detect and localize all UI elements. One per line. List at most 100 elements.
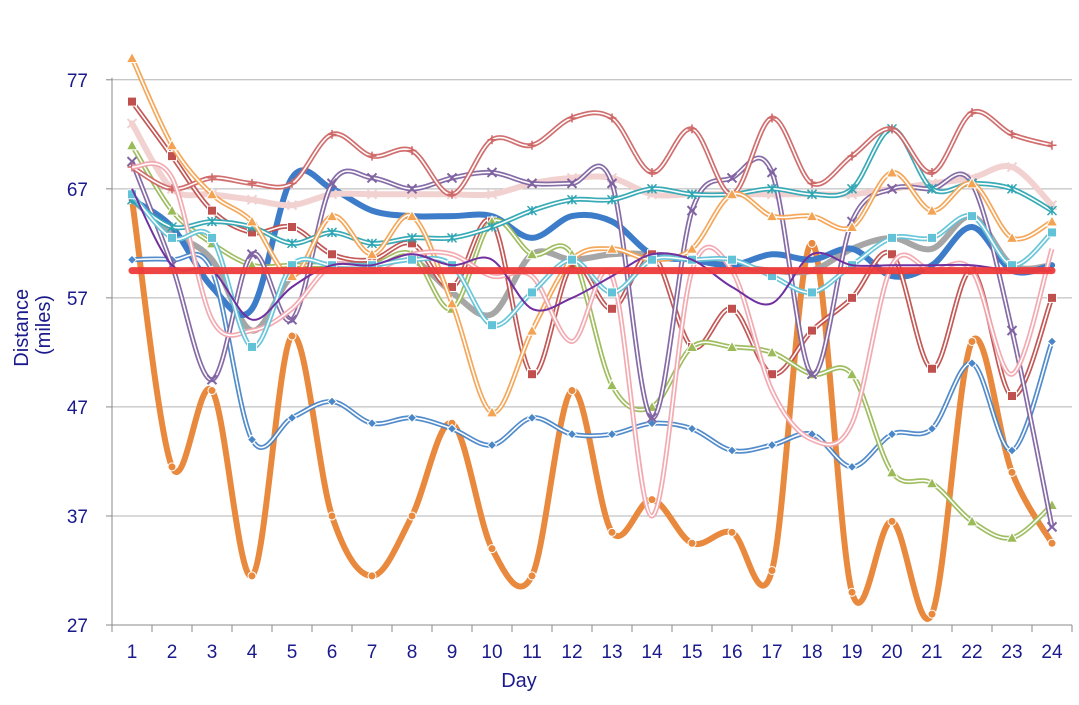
x-tick-label-17: 17 bbox=[761, 642, 782, 663]
series-6-point-5 bbox=[286, 238, 298, 249]
series-5-point-16 bbox=[726, 172, 738, 184]
series-1-point-15 bbox=[687, 538, 697, 548]
series-1-point-2 bbox=[167, 462, 177, 472]
series-5-point-20 bbox=[886, 183, 898, 195]
series-7-point-6 bbox=[327, 129, 337, 139]
series-8-point-22 bbox=[965, 176, 979, 189]
series-2-point-5 bbox=[286, 412, 298, 424]
series-2-point-17 bbox=[766, 439, 778, 451]
series-6-point-19 bbox=[846, 183, 858, 194]
series-10-point-13 bbox=[607, 287, 617, 298]
series-7-point-19 bbox=[847, 151, 857, 161]
series-7-point-17 bbox=[767, 113, 777, 123]
gridlines bbox=[112, 79, 1072, 626]
x-tick-label-7: 7 bbox=[367, 642, 378, 663]
x-tick-label-15: 15 bbox=[681, 642, 702, 663]
series-6-point-3 bbox=[206, 216, 218, 227]
series-6-point-8 bbox=[406, 232, 418, 243]
series-2-point-13 bbox=[606, 428, 618, 440]
series-layer bbox=[125, 51, 1059, 622]
series-8-point-11 bbox=[525, 324, 539, 336]
series-6-point-17 bbox=[766, 183, 778, 194]
series-2-line-inner bbox=[131, 253, 1053, 468]
series-14-point-23 bbox=[1006, 161, 1018, 173]
series-6-point-12 bbox=[566, 194, 578, 205]
series-2-point-8 bbox=[406, 412, 418, 424]
series-11-line bbox=[131, 188, 1053, 321]
series-10-point-3 bbox=[207, 232, 217, 243]
series-1-point-12 bbox=[567, 386, 577, 396]
series-8-point-10 bbox=[485, 405, 499, 418]
series-3-point-18 bbox=[807, 325, 817, 336]
series-3-point-19 bbox=[847, 292, 857, 303]
series-4-point-16 bbox=[725, 340, 739, 352]
series-6-point-6 bbox=[326, 227, 338, 238]
x-tick-label-14: 14 bbox=[641, 642, 663, 663]
series-1-point-14 bbox=[647, 495, 657, 505]
series-7-point-4 bbox=[247, 178, 257, 188]
series-5 bbox=[126, 155, 1058, 533]
x-axis-title: Day bbox=[501, 670, 537, 692]
x-tick-label-10: 10 bbox=[481, 642, 502, 663]
series-8-point-13 bbox=[605, 242, 619, 254]
series-5-point-6 bbox=[326, 178, 338, 189]
series-8-point-15 bbox=[685, 242, 699, 254]
series-5-point-8 bbox=[406, 183, 418, 195]
series-10-point-16 bbox=[727, 254, 737, 265]
series-2-point-21 bbox=[926, 423, 938, 434]
series-1-point-16 bbox=[727, 527, 737, 537]
x-tick-label-11: 11 bbox=[522, 642, 542, 663]
series-2-point-12 bbox=[566, 428, 578, 440]
series-1-point-7 bbox=[367, 571, 377, 581]
series-6-point-18 bbox=[806, 189, 818, 200]
series-10-point-24 bbox=[1047, 227, 1057, 238]
series-2-point-7 bbox=[366, 418, 378, 429]
series-1-point-23 bbox=[1007, 467, 1017, 477]
series-7-point-24 bbox=[1047, 140, 1057, 150]
series-8-point-9 bbox=[445, 296, 459, 309]
series-8-point-4 bbox=[245, 215, 259, 227]
series-4-point-19 bbox=[845, 367, 859, 380]
series-10-point-14 bbox=[647, 254, 657, 265]
series-6-point-9 bbox=[446, 232, 458, 243]
series-10-point-18 bbox=[807, 287, 817, 298]
series-1-point-20 bbox=[887, 516, 897, 526]
series-1-point-4 bbox=[247, 571, 257, 581]
series-5-point-11 bbox=[526, 178, 538, 189]
series-1-point-24 bbox=[1047, 538, 1057, 548]
series-8-point-7 bbox=[365, 247, 379, 260]
series-5-point-15 bbox=[686, 205, 698, 216]
series-1-point-18 bbox=[807, 238, 817, 248]
y-tick-label-77: 77 bbox=[67, 71, 88, 92]
series-6-point-15 bbox=[686, 189, 698, 200]
series-7-point-22 bbox=[967, 108, 977, 118]
y-axis-title: Distance (miles) bbox=[11, 283, 55, 366]
series-8-point-21 bbox=[925, 204, 939, 216]
series-7-point-13 bbox=[607, 113, 617, 123]
x-tick-label-5: 5 bbox=[287, 642, 298, 663]
x-tick-label-22: 22 bbox=[961, 642, 982, 663]
x-tick-label-24: 24 bbox=[1041, 642, 1063, 663]
series-1-point-21 bbox=[927, 609, 937, 619]
series-6-point-21 bbox=[926, 183, 938, 194]
series-11 bbox=[131, 188, 1053, 321]
series-5-point-14 bbox=[646, 412, 658, 424]
series-6-point-7 bbox=[366, 238, 378, 249]
y-tick-label-27: 27 bbox=[67, 616, 88, 637]
series-5-point-7 bbox=[366, 172, 378, 184]
series-1-point-19 bbox=[847, 587, 857, 597]
x-tick-label-6: 6 bbox=[327, 642, 338, 663]
series-8-point-17 bbox=[765, 209, 779, 222]
series-4-point-17 bbox=[765, 345, 779, 358]
x-tick-label-13: 13 bbox=[601, 642, 622, 663]
series-4-point-21 bbox=[925, 476, 939, 489]
series-2-point-11 bbox=[526, 412, 538, 424]
series-7-point-9 bbox=[447, 189, 457, 199]
series-7-point-20 bbox=[887, 124, 897, 134]
series-3-point-20 bbox=[887, 249, 897, 260]
series-2-point-15 bbox=[686, 423, 698, 434]
series-2-point-10 bbox=[486, 439, 498, 451]
series-2-point-9 bbox=[446, 423, 458, 434]
